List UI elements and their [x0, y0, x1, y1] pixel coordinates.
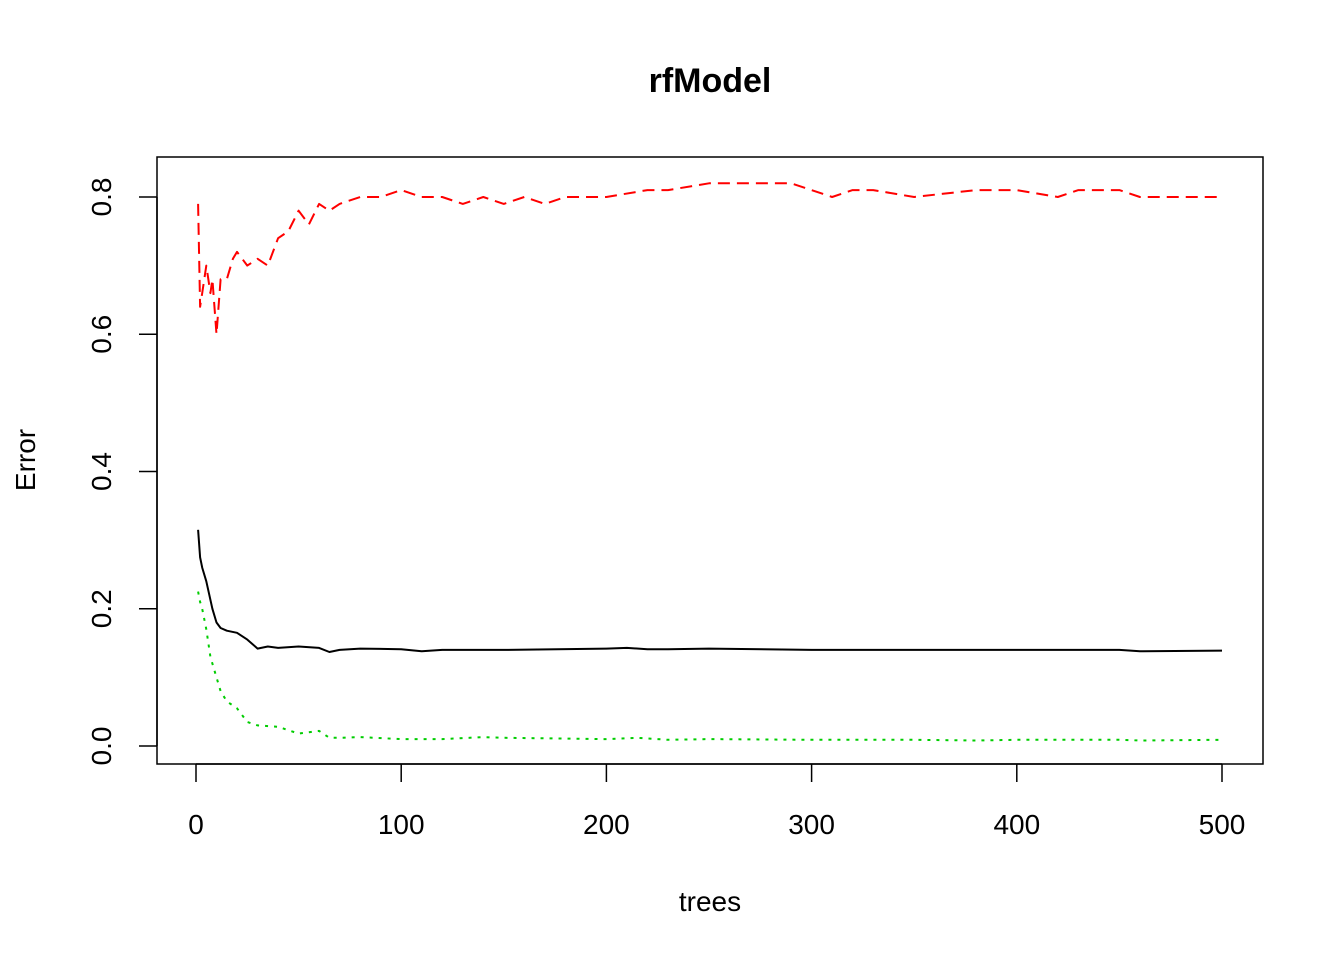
- y-axis-label: Error: [10, 429, 41, 491]
- x-tick-label: 0: [188, 809, 204, 840]
- plot-frame: [156, 156, 1264, 765]
- y-tick-label: 0.0: [86, 727, 117, 766]
- y-tick-label: 0.2: [86, 589, 117, 628]
- x-tick-label: 400: [993, 809, 1040, 840]
- x-axis-label: trees: [679, 886, 741, 917]
- x-tick-label: 500: [1199, 809, 1246, 840]
- y-tick-label: 0.4: [86, 452, 117, 491]
- x-tick-label: 300: [788, 809, 835, 840]
- y-tick-label: 0.8: [86, 178, 117, 217]
- series-line-3: [197, 591, 1223, 742]
- x-tick-label: 200: [583, 809, 630, 840]
- series-line-1: [197, 529, 1223, 653]
- y-axis: 0.0 0.2 0.4 0.6 0.8: [86, 178, 158, 766]
- series-line-2: [197, 182, 1222, 336]
- series-layer: [197, 182, 1223, 742]
- x-axis: 0 100 200 300 400 500: [188, 763, 1246, 840]
- x-tick-label: 100: [378, 809, 425, 840]
- chart-title: rfModel: [649, 62, 772, 100]
- y-tick-label: 0.6: [86, 315, 117, 354]
